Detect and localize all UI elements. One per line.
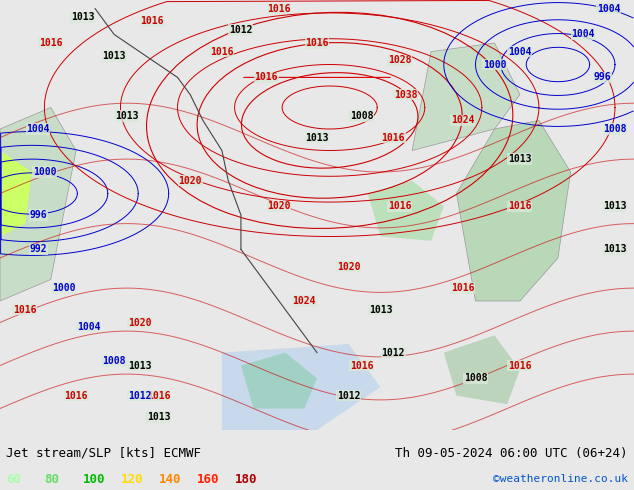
Text: 1013: 1013: [603, 245, 627, 254]
Text: 1016: 1016: [254, 73, 278, 82]
Text: 1016: 1016: [146, 391, 171, 401]
Text: 1016: 1016: [140, 17, 164, 26]
Text: 1012: 1012: [381, 347, 405, 358]
Text: 996: 996: [29, 210, 47, 220]
Text: 1000: 1000: [32, 167, 56, 177]
Text: 1008: 1008: [349, 111, 373, 121]
Text: 1024: 1024: [292, 296, 316, 306]
Text: 1012: 1012: [127, 391, 152, 401]
Polygon shape: [241, 353, 317, 409]
Text: 992: 992: [29, 245, 47, 254]
Text: 1013: 1013: [508, 154, 532, 164]
Text: 1024: 1024: [451, 116, 475, 125]
Text: 1000: 1000: [482, 59, 507, 70]
Text: 1013: 1013: [127, 361, 152, 370]
Text: 1012: 1012: [229, 25, 253, 35]
Polygon shape: [222, 344, 380, 430]
Text: 1013: 1013: [115, 111, 139, 121]
Text: 1013: 1013: [368, 305, 392, 315]
Text: ©weatheronline.co.uk: ©weatheronline.co.uk: [493, 474, 628, 484]
Text: 140: 140: [158, 473, 181, 486]
Polygon shape: [0, 107, 76, 301]
Text: 1008: 1008: [102, 356, 126, 366]
Text: 1020: 1020: [267, 201, 291, 211]
Text: 1013: 1013: [70, 12, 94, 22]
Text: 1004: 1004: [597, 3, 621, 14]
Text: 100: 100: [82, 473, 105, 486]
Text: 1016: 1016: [305, 38, 329, 48]
Text: 1016: 1016: [13, 305, 36, 315]
Text: 1004: 1004: [26, 124, 50, 134]
Text: 180: 180: [235, 473, 257, 486]
Text: 120: 120: [120, 473, 143, 486]
Text: 1013: 1013: [305, 133, 329, 143]
Text: 1016: 1016: [210, 47, 234, 57]
Text: 1004: 1004: [77, 322, 101, 332]
Text: 1020: 1020: [127, 318, 152, 327]
Text: 1016: 1016: [508, 201, 532, 211]
Text: 996: 996: [593, 73, 611, 82]
Text: 1016: 1016: [39, 38, 63, 48]
Text: 1012: 1012: [337, 391, 361, 401]
Polygon shape: [456, 121, 571, 301]
Polygon shape: [412, 43, 520, 150]
Text: 1008: 1008: [463, 373, 488, 383]
Text: 1013: 1013: [102, 51, 126, 61]
Polygon shape: [368, 181, 444, 241]
Polygon shape: [0, 150, 32, 237]
Text: 1013: 1013: [603, 201, 627, 211]
Text: 1016: 1016: [387, 201, 411, 211]
Text: 1000: 1000: [51, 283, 75, 293]
Polygon shape: [444, 335, 520, 404]
Text: 1020: 1020: [178, 175, 202, 186]
Text: 1020: 1020: [337, 262, 361, 271]
Text: Jet stream/SLP [kts] ECMWF: Jet stream/SLP [kts] ECMWF: [6, 447, 202, 460]
Text: 1004: 1004: [571, 29, 595, 39]
Text: Th 09-05-2024 06:00 UTC (06+24): Th 09-05-2024 06:00 UTC (06+24): [395, 447, 628, 460]
Text: 60: 60: [6, 473, 22, 486]
Text: 1016: 1016: [381, 133, 405, 143]
Text: 1028: 1028: [387, 55, 411, 65]
Text: 160: 160: [197, 473, 219, 486]
Text: 1016: 1016: [64, 391, 88, 401]
Text: 1016: 1016: [349, 361, 373, 370]
Text: 1008: 1008: [603, 124, 627, 134]
Text: 1004: 1004: [508, 47, 532, 57]
Text: 1013: 1013: [146, 412, 171, 422]
Text: 1038: 1038: [394, 90, 418, 99]
Text: 80: 80: [44, 473, 60, 486]
Text: 1016: 1016: [267, 3, 291, 14]
Text: 1016: 1016: [451, 283, 475, 293]
Text: 1016: 1016: [508, 361, 532, 370]
